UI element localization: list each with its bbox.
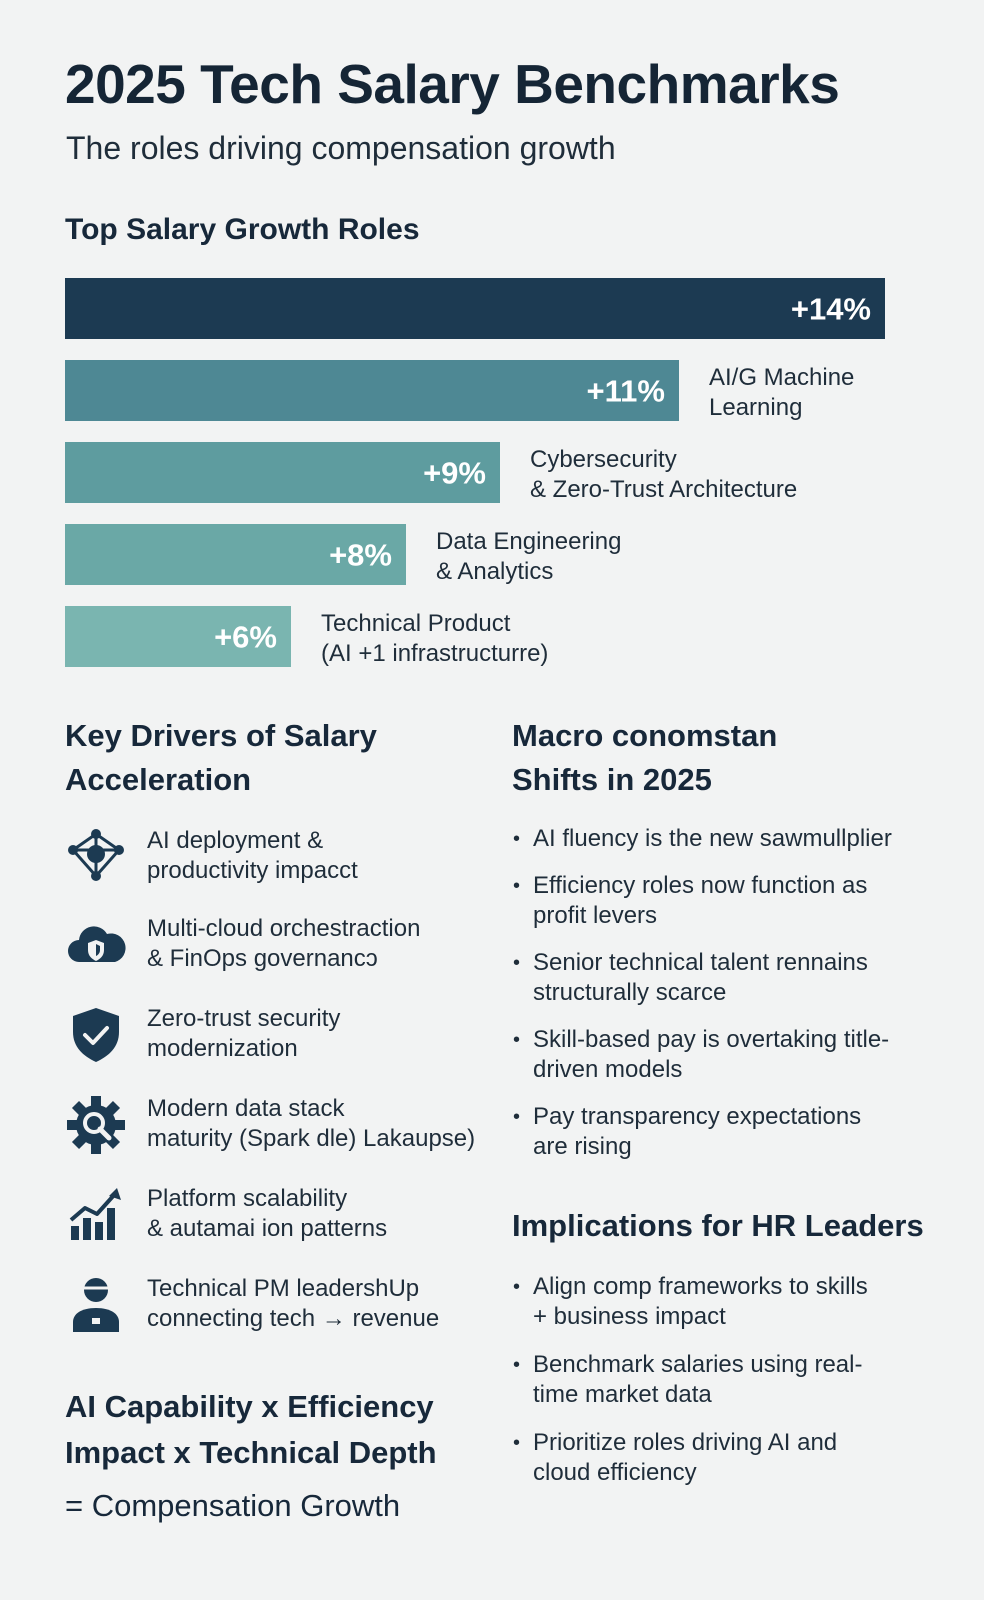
macro-heading-line2: Shifts in 2025 bbox=[512, 762, 712, 797]
list-item: Efficiency roles now function as profit … bbox=[513, 871, 893, 931]
driver-line2: productivity impacct bbox=[147, 857, 358, 884]
formula-result: = Compensation Growth bbox=[65, 1488, 401, 1523]
bar-value-label: +14% bbox=[791, 292, 871, 327]
bar-category-label: (AI +1 infrastructurre) bbox=[321, 640, 548, 667]
driver-line2: & autamai ion patterns bbox=[147, 1215, 388, 1242]
macro-list: AI fluency is the new sawmullplier Effic… bbox=[513, 824, 893, 1162]
bar-0 bbox=[65, 278, 885, 339]
bar-category-label: Cybersecurity bbox=[530, 446, 677, 473]
bar-3 bbox=[65, 524, 406, 585]
bar-category-label: & Zero-Trust Architecture bbox=[530, 476, 797, 503]
formula-line1: AI Capability x Efficiency bbox=[65, 1389, 434, 1424]
growth-chart-icon bbox=[69, 1188, 121, 1240]
gear-search-icon bbox=[67, 1096, 125, 1154]
implications-heading: Implications for HR Leaders bbox=[512, 1208, 924, 1243]
driver-line1: Technical PM leadershUp bbox=[147, 1275, 420, 1302]
driver-item: Platform scalability & autamai ion patte… bbox=[65, 1184, 465, 1248]
chart-title: Top Salary Growth Roles bbox=[65, 213, 420, 246]
driver-item: Zero-trust security modernization bbox=[65, 1004, 465, 1068]
driver-text: Zero-trust security modernization bbox=[147, 1004, 477, 1064]
security-shield-icon bbox=[73, 1008, 119, 1062]
list-item: Align comp frameworks to skills + busine… bbox=[513, 1272, 883, 1332]
macro-heading-line1: Macro conomstan bbox=[512, 718, 778, 753]
person-badge-icon bbox=[73, 1278, 119, 1332]
bar-value-label: +11% bbox=[587, 374, 665, 409]
list-item: AI fluency is the new sawmullplier bbox=[513, 824, 953, 854]
drivers-heading: Key Drivers of Salary Acceleration bbox=[65, 714, 377, 802]
drivers-heading-line2: Acceleration bbox=[65, 762, 252, 797]
bar-value-label: +6% bbox=[214, 620, 277, 655]
salary-growth-chart: +14% +11% AI/G Machine Learning +9% Cybersecu… bbox=[65, 278, 885, 667]
driver-line2: & FinOps governancↄ bbox=[147, 945, 378, 972]
driver-text: Multi-cloud orchestraction & FinOps gove… bbox=[147, 914, 477, 974]
driver-line1: Modern data stack bbox=[147, 1095, 345, 1122]
list-item: Senior technical talent rennains structu… bbox=[513, 948, 893, 1008]
bar-category-label: AI/G Machine bbox=[709, 364, 854, 391]
driver-line1: Platform scalability bbox=[147, 1185, 348, 1212]
bar-2 bbox=[65, 442, 500, 503]
bar-4 bbox=[65, 606, 291, 667]
driver-line1: Zero-trust security bbox=[147, 1005, 341, 1032]
driver-line2: maturity (Spark dle) Lakaupse) bbox=[147, 1125, 476, 1152]
driver-line1: Multi-cloud orchestraction bbox=[147, 915, 421, 942]
list-item: Pay transparency expectations are rising bbox=[513, 1102, 893, 1162]
list-item: Benchmark salaries using real-time marke… bbox=[513, 1350, 883, 1410]
driver-line2: connecting tech → revenue bbox=[147, 1305, 440, 1332]
driver-text: Modern data stack maturity (Spark dle) L… bbox=[147, 1094, 477, 1154]
driver-line2: modernization bbox=[147, 1035, 298, 1062]
network-hub-icon bbox=[68, 829, 124, 881]
bar-value-label: +9% bbox=[423, 456, 486, 491]
bar-value-label: +8% bbox=[329, 538, 392, 573]
driver-item: AI deployment & productivity impacct bbox=[65, 826, 465, 890]
bar-1 bbox=[65, 360, 679, 421]
list-item: Prioritize roles driving AI and cloud ef… bbox=[513, 1428, 883, 1488]
driver-line1: AI deployment & bbox=[147, 827, 324, 854]
bar-category-label: Learning bbox=[709, 394, 802, 421]
bar-category-label: & Analytics bbox=[436, 558, 553, 585]
cloud-shield-icon bbox=[68, 926, 126, 962]
drivers-heading-line1: Key Drivers of Salary bbox=[65, 718, 377, 753]
page-title: 2025 Tech Salary Benchmarks bbox=[65, 53, 840, 115]
macro-heading: Macro conomstan Shifts in 2025 bbox=[512, 714, 777, 802]
implications-list: Align comp frameworks to skills + busine… bbox=[513, 1272, 883, 1488]
driver-text: AI deployment & productivity impacct bbox=[147, 826, 477, 886]
driver-text: Platform scalability & autamai ion patte… bbox=[147, 1184, 477, 1244]
driver-text: Technical PM leadershUp connecting tech … bbox=[147, 1274, 477, 1334]
driver-item: Modern data stack maturity (Spark dle) L… bbox=[65, 1094, 475, 1158]
list-item: Skill-based pay is overtaking title-driv… bbox=[513, 1025, 893, 1085]
page-subtitle: The roles driving compensation growth bbox=[66, 130, 616, 166]
bar-category-label: Technical Product bbox=[321, 610, 511, 637]
driver-item: Technical PM leadershUp connecting tech … bbox=[65, 1274, 465, 1338]
bar-category-label: Data Engineering bbox=[436, 528, 621, 555]
driver-item: Multi-cloud orchestraction & FinOps gove… bbox=[65, 914, 465, 978]
formula-line2: Impact x Technical Depth bbox=[65, 1435, 437, 1470]
